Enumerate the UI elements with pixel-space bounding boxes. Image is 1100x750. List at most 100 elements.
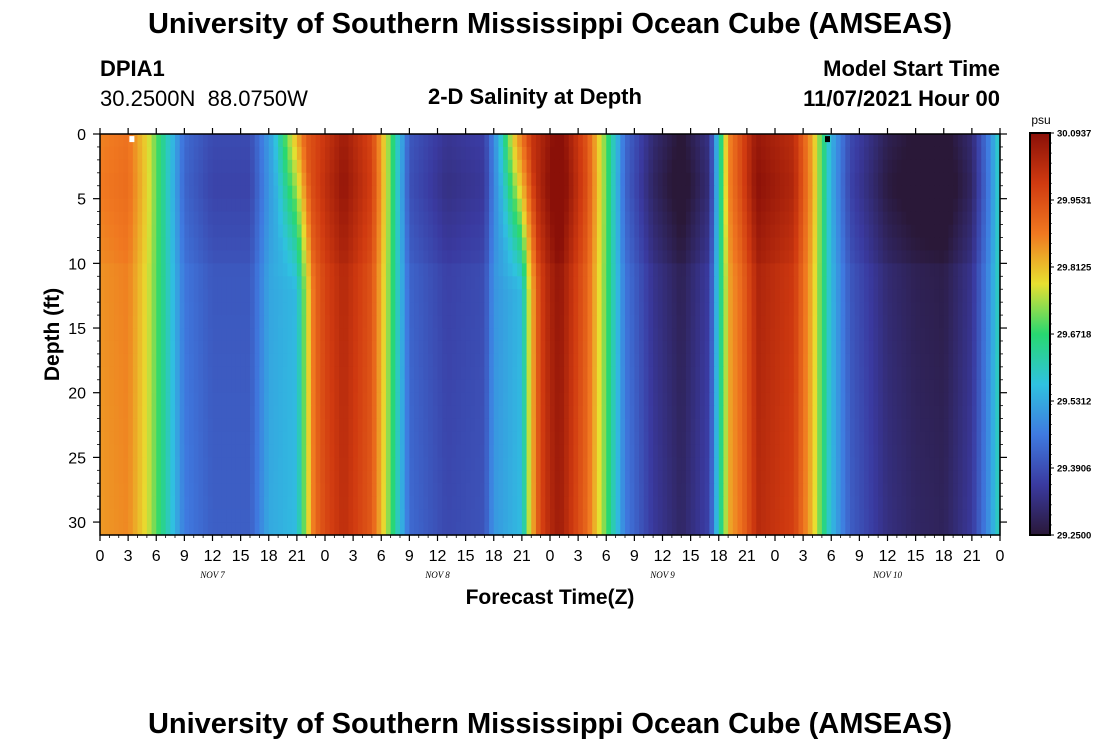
heatmap-cell [362,353,368,368]
heatmap-cell [400,392,406,407]
heatmap-cell [756,224,762,239]
heatmap-cell [676,289,682,303]
heatmap-cell [545,405,551,420]
heatmap-cell [339,353,345,368]
heatmap-cell [217,211,223,226]
heatmap-cell [221,185,228,200]
heatmap-cell [723,159,729,174]
heatmap-cell [156,444,162,458]
heatmap-cell [629,263,635,277]
heatmap-cell [343,159,350,174]
heatmap-cell [573,250,579,264]
heatmap-cell [207,340,214,355]
heatmap-cell [484,237,490,252]
heatmap-cell [939,431,945,446]
heatmap-cell [592,457,598,471]
heatmap-cell [465,379,471,394]
heatmap-cell [798,379,804,394]
heatmap-cell [151,134,157,148]
heatmap-cell [240,379,246,394]
heatmap-cell [990,392,996,407]
heatmap-cell [915,134,921,148]
heatmap-cell [690,379,696,394]
heatmap-cell [475,159,481,174]
heatmap-cell [400,224,406,239]
heatmap-cell [714,172,720,187]
heatmap-cells [100,134,1001,536]
heatmap-cell [371,366,378,381]
heatmap-cell [662,134,668,148]
heatmap-cell [104,431,110,446]
heatmap-cell [934,198,940,213]
heatmap-cell [179,431,185,446]
heatmap-cell [329,237,335,252]
heatmap-cell [268,198,275,213]
heatmap-cell [667,315,673,329]
heatmap-cell [592,418,598,433]
heatmap-cell [545,211,551,226]
heatmap-cell [315,405,321,420]
heatmap-cell [259,457,265,471]
heatmap-cell [953,379,959,394]
heatmap-cell [292,392,298,407]
heatmap-cell [423,457,429,471]
heatmap-cell [610,263,617,277]
heatmap-cell [643,185,650,200]
heatmap-cell [625,250,631,264]
heatmap-cell [423,172,429,187]
heatmap-cell [137,198,143,213]
heatmap-cell [428,250,434,264]
heatmap-cell [282,134,289,148]
heatmap-cell [728,444,734,458]
heatmap-cell [207,444,214,458]
heatmap-cell [779,392,785,407]
heatmap-cell [376,172,382,187]
heatmap-cell [400,353,406,368]
heatmap-cell [887,224,893,239]
heatmap-cell [784,444,790,458]
heatmap-cell [517,224,523,239]
heatmap-cell [985,185,992,200]
heatmap-cell [381,444,387,458]
heatmap-cell [985,405,992,420]
heatmap-cell [971,328,978,342]
heatmap-cell [287,431,293,446]
heatmap-cell [596,250,603,264]
heatmap-cell [175,134,181,148]
heatmap-cell [648,457,654,471]
heatmap-cell [995,289,1001,303]
heatmap-cell [709,328,715,342]
heatmap-cell [817,198,823,213]
heatmap-cell [325,457,331,471]
heatmap-cell [718,392,725,407]
heatmap-cell [414,134,420,148]
heatmap-cell [676,418,682,433]
heatmap-cell [498,263,504,277]
heatmap-cell [840,392,846,407]
heatmap-cell [235,185,242,200]
heatmap-cell [878,250,884,264]
heatmap-cell [353,366,359,381]
heatmap-cell [329,457,335,471]
heatmap-cell [376,340,382,355]
heatmap-cell [685,146,692,161]
heatmap-cell [864,134,870,148]
heatmap-cell [179,315,185,329]
heatmap-cell [404,211,410,226]
heatmap-cell [760,211,767,226]
heatmap-cell [868,431,875,446]
heatmap-cell [381,198,387,213]
heatmap-cell [235,263,242,277]
heatmap-cell [779,418,785,433]
heatmap-cell [775,289,781,303]
heatmap-cell [156,211,162,226]
heatmap-cell [114,457,120,471]
heatmap-cell [320,211,326,226]
heatmap-cell [723,146,729,161]
heatmap-cell [357,263,364,277]
heatmap-cell [306,392,312,407]
heatmap-cell [531,302,537,316]
heatmap-cell [925,224,931,239]
heatmap-cell [512,224,518,239]
heatmap-cell [915,418,921,433]
